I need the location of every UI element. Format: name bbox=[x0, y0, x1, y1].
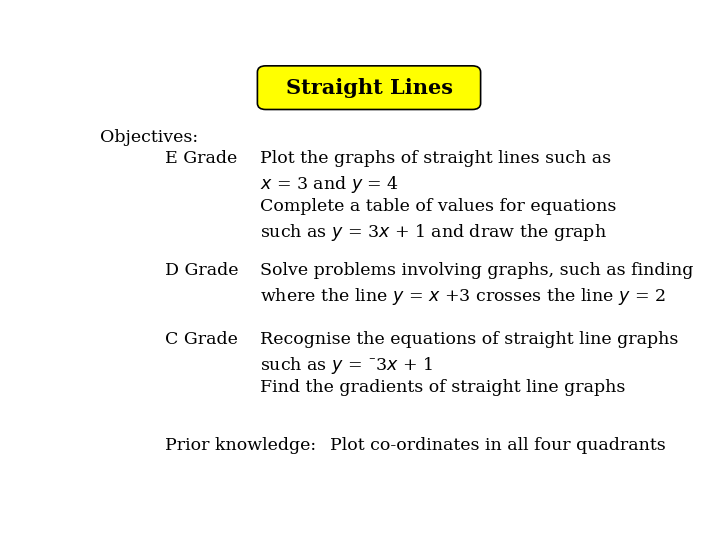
Text: such as $y$ = ¯3$x$ + 1: such as $y$ = ¯3$x$ + 1 bbox=[260, 355, 433, 376]
Text: Solve problems involving graphs, such as finding: Solve problems involving graphs, such as… bbox=[260, 262, 693, 279]
Text: Straight Lines: Straight Lines bbox=[286, 78, 452, 98]
Text: Prior knowledge:: Prior knowledge: bbox=[166, 437, 317, 454]
Text: C Grade: C Grade bbox=[166, 331, 238, 348]
Text: Recognise the equations of straight line graphs: Recognise the equations of straight line… bbox=[260, 331, 678, 348]
Text: $x$ = 3 and $y$ = 4: $x$ = 3 and $y$ = 4 bbox=[260, 174, 400, 195]
Text: Plot co-ordinates in all four quadrants: Plot co-ordinates in all four quadrants bbox=[330, 437, 666, 454]
Text: E Grade: E Grade bbox=[166, 150, 238, 167]
Text: Find the gradients of straight line graphs: Find the gradients of straight line grap… bbox=[260, 379, 626, 396]
Text: Objectives:: Objectives: bbox=[100, 129, 198, 146]
Text: D Grade: D Grade bbox=[166, 262, 239, 279]
FancyBboxPatch shape bbox=[258, 66, 481, 110]
Text: where the line $y$ = $x$ +3 crosses the line $y$ = 2: where the line $y$ = $x$ +3 crosses the … bbox=[260, 286, 666, 307]
Text: such as $y$ = 3$x$ + 1 and draw the graph: such as $y$ = 3$x$ + 1 and draw the grap… bbox=[260, 222, 607, 244]
Text: Plot the graphs of straight lines such as: Plot the graphs of straight lines such a… bbox=[260, 150, 611, 167]
Text: Complete a table of values for equations: Complete a table of values for equations bbox=[260, 198, 616, 215]
